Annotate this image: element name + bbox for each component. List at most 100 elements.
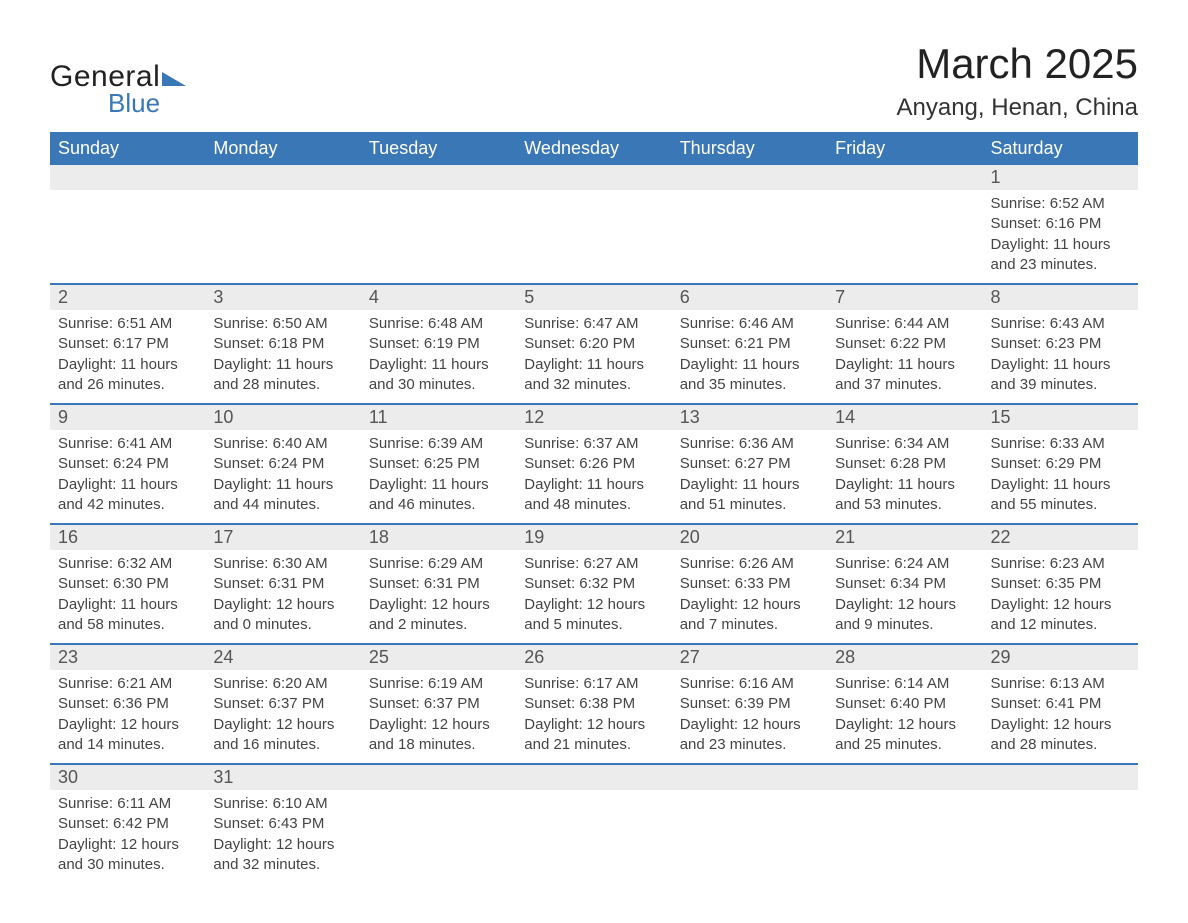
daylight-line: Daylight: 12 hours and 30 minutes.	[58, 835, 197, 876]
sunset-line: Sunset: 6:28 PM	[835, 454, 974, 474]
day-header: Thursday	[672, 132, 827, 165]
day-detail-cell	[672, 190, 827, 284]
sunset-line: Sunset: 6:39 PM	[680, 694, 819, 714]
header: General Blue March 2025 Anyang, Henan, C…	[50, 40, 1138, 122]
sunrise-line: Sunrise: 6:21 AM	[58, 674, 197, 694]
day-detail-cell: Sunrise: 6:24 AMSunset: 6:34 PMDaylight:…	[827, 550, 982, 644]
sunrise-line: Sunrise: 6:47 AM	[524, 314, 663, 334]
sunrise-line: Sunrise: 6:19 AM	[369, 674, 508, 694]
week-detail-row: Sunrise: 6:41 AMSunset: 6:24 PMDaylight:…	[50, 430, 1138, 524]
sunset-line: Sunset: 6:42 PM	[58, 814, 197, 834]
sunrise-line: Sunrise: 6:41 AM	[58, 434, 197, 454]
day-detail-cell	[672, 790, 827, 883]
week-number-row: 9101112131415	[50, 404, 1138, 430]
daylight-line: Daylight: 11 hours and 51 minutes.	[680, 475, 819, 516]
daylight-line: Daylight: 12 hours and 14 minutes.	[58, 715, 197, 756]
day-number-cell: 11	[361, 404, 516, 430]
day-number-cell: 23	[50, 644, 205, 670]
sunrise-line: Sunrise: 6:48 AM	[369, 314, 508, 334]
sunset-line: Sunset: 6:16 PM	[991, 214, 1130, 234]
sunset-line: Sunset: 6:31 PM	[213, 574, 352, 594]
day-number-cell	[827, 165, 982, 190]
day-detail-cell	[50, 190, 205, 284]
daylight-line: Daylight: 12 hours and 28 minutes.	[991, 715, 1130, 756]
daylight-line: Daylight: 12 hours and 23 minutes.	[680, 715, 819, 756]
sunset-line: Sunset: 6:19 PM	[369, 334, 508, 354]
sunrise-line: Sunrise: 6:32 AM	[58, 554, 197, 574]
daylight-line: Daylight: 11 hours and 32 minutes.	[524, 355, 663, 396]
daylight-line: Daylight: 12 hours and 18 minutes.	[369, 715, 508, 756]
day-detail-cell	[361, 790, 516, 883]
week-number-row: 23242526272829	[50, 644, 1138, 670]
sunrise-line: Sunrise: 6:34 AM	[835, 434, 974, 454]
week-detail-row: Sunrise: 6:11 AMSunset: 6:42 PMDaylight:…	[50, 790, 1138, 883]
sunrise-line: Sunrise: 6:14 AM	[835, 674, 974, 694]
day-detail-cell	[516, 190, 671, 284]
day-detail-cell: Sunrise: 6:20 AMSunset: 6:37 PMDaylight:…	[205, 670, 360, 764]
location-title: Anyang, Henan, China	[897, 94, 1139, 122]
day-number-cell	[516, 165, 671, 190]
day-number-cell	[827, 764, 982, 790]
week-detail-row: Sunrise: 6:32 AMSunset: 6:30 PM Daylight:…	[50, 550, 1138, 644]
sunset-line: Sunset: 6:30 PM	[58, 574, 197, 594]
day-detail-cell: Sunrise: 6:48 AMSunset: 6:19 PMDaylight:…	[361, 310, 516, 404]
daylight-line: Daylight: 11 hours and 46 minutes.	[369, 475, 508, 516]
sunset-line: Sunset: 6:34 PM	[835, 574, 974, 594]
sunrise-line: Sunrise: 6:24 AM	[835, 554, 974, 574]
day-number-cell	[361, 165, 516, 190]
sunrise-line: Sunrise: 6:37 AM	[524, 434, 663, 454]
daylight-line: Daylight: 11 hours and 39 minutes.	[991, 355, 1130, 396]
sunset-line: Sunset: 6:37 PM	[213, 694, 352, 714]
day-header: Tuesday	[361, 132, 516, 165]
day-number-cell	[205, 165, 360, 190]
day-detail-cell: Sunrise: 6:36 AMSunset: 6:27 PMDaylight:…	[672, 430, 827, 524]
day-detail-cell: Sunrise: 6:33 AMSunset: 6:29 PMDaylight:…	[983, 430, 1138, 524]
sunset-line: Sunset: 6:37 PM	[369, 694, 508, 714]
day-detail-cell: Sunrise: 6:23 AMSunset: 6:35 PMDaylight:…	[983, 550, 1138, 644]
day-number-cell	[361, 764, 516, 790]
sunset-line: Sunset: 6:21 PM	[680, 334, 819, 354]
day-number-cell: 28	[827, 644, 982, 670]
day-detail-cell	[827, 790, 982, 883]
daylight-line: Daylight: 12 hours and 2 minutes.	[369, 595, 508, 636]
daylight-line: Daylight: 11 hours and 30 minutes.	[369, 355, 508, 396]
daylight-line: Daylight: 11 hours and 53 minutes.	[835, 475, 974, 516]
sunrise-line: Sunrise: 6:17 AM	[524, 674, 663, 694]
day-detail-cell: Sunrise: 6:11 AMSunset: 6:42 PMDaylight:…	[50, 790, 205, 883]
calendar-table: SundayMondayTuesdayWednesdayThursdayFrid…	[50, 132, 1138, 883]
day-number-cell	[672, 764, 827, 790]
daylight-line: Daylight: 11 hours and 48 minutes.	[524, 475, 663, 516]
day-number-cell	[672, 165, 827, 190]
day-detail-cell: Sunrise: 6:40 AMSunset: 6:24 PMDaylight:…	[205, 430, 360, 524]
day-detail-cell: Sunrise: 6:26 AMSunset: 6:33 PMDaylight:…	[672, 550, 827, 644]
day-number-cell: 13	[672, 404, 827, 430]
day-number-cell: 5	[516, 284, 671, 310]
day-number-cell: 10	[205, 404, 360, 430]
daylight-line: Daylight: 11 hours and 26 minutes.	[58, 355, 197, 396]
day-detail-cell: Sunrise: 6:34 AMSunset: 6:28 PMDaylight:…	[827, 430, 982, 524]
day-number-cell	[516, 764, 671, 790]
day-number-cell: 8	[983, 284, 1138, 310]
daylight-line: Daylight: 11 hours and 37 minutes.	[835, 355, 974, 396]
day-detail-cell: Sunrise: 6:10 AMSunset: 6:43 PMDaylight:…	[205, 790, 360, 883]
sunset-line: Sunset: 6:38 PM	[524, 694, 663, 714]
day-number-cell: 26	[516, 644, 671, 670]
day-detail-cell: Sunrise: 6:21 AMSunset: 6:36 PMDaylight:…	[50, 670, 205, 764]
sunset-line: Sunset: 6:18 PM	[213, 334, 352, 354]
daylight-line: Daylight: 12 hours and 32 minutes.	[213, 835, 352, 876]
day-header: Wednesday	[516, 132, 671, 165]
sunset-line: Sunset: 6:36 PM	[58, 694, 197, 714]
day-number-cell: 29	[983, 644, 1138, 670]
day-number-cell: 18	[361, 524, 516, 550]
sunrise-line: Sunrise: 6:26 AM	[680, 554, 819, 574]
sunset-line: Sunset: 6:31 PM	[369, 574, 508, 594]
sunrise-line: Sunrise: 6:36 AM	[680, 434, 819, 454]
day-detail-cell: Sunrise: 6:41 AMSunset: 6:24 PMDaylight:…	[50, 430, 205, 524]
daylight-line: Daylight: 11 hours and 42 minutes.	[58, 475, 197, 516]
day-detail-cell: Sunrise: 6:27 AMSunset: 6:32 PMDaylight:…	[516, 550, 671, 644]
logo-triangle-icon	[162, 72, 186, 86]
sunset-line: Sunset: 6:24 PM	[58, 454, 197, 474]
logo: General Blue	[50, 60, 186, 119]
sunrise-line: Sunrise: 6:10 AM	[213, 794, 352, 814]
week-number-row: 3031	[50, 764, 1138, 790]
